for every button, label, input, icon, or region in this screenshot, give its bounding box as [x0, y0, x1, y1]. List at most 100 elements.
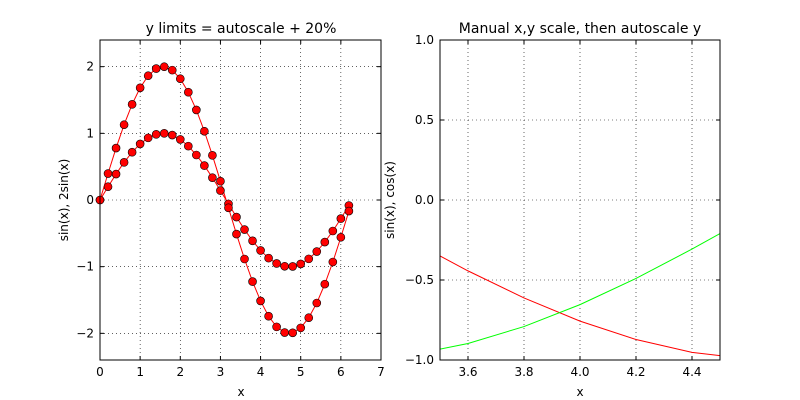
- right-series-1-line: [440, 255, 720, 357]
- left-x-tick-label: 4: [257, 365, 265, 379]
- left-series-2-point: [200, 126, 209, 136]
- left-x-tick-label: 5: [297, 365, 305, 379]
- right-chart-title: Manual x,y scale, then autoscale y: [459, 21, 701, 37]
- left-y-tick-label: −1: [76, 260, 94, 274]
- right-chart-series: [440, 232, 720, 357]
- left-series-1-point: [200, 161, 209, 170]
- left-series-1-point: [328, 226, 338, 236]
- left-chart-series: [95, 62, 354, 338]
- left-chart-ticks: 0 1 2 3 4 5 6 7 −2 −1 0 1 2: [76, 40, 385, 379]
- left-series-1-point: [248, 236, 257, 246]
- left-series-2-point: [304, 313, 314, 323]
- left-series-2-point: [320, 279, 330, 289]
- left-series-2-point: [208, 151, 217, 160]
- left-series-2-point: [159, 62, 169, 72]
- left-x-tick-label: 1: [136, 365, 144, 379]
- left-series-2-point: [296, 323, 306, 333]
- left-series-1-point: [167, 130, 177, 140]
- left-series-2-point: [175, 74, 185, 84]
- left-series-2-point: [328, 257, 338, 267]
- left-series-2-point: [143, 71, 153, 81]
- right-chart-frame: [439, 39, 721, 361]
- right-x-tick-label: 4.0: [570, 365, 589, 379]
- right-y-tick-label: 0.5: [415, 113, 434, 127]
- left-x-tick-label: 6: [337, 365, 345, 379]
- left-series-1-point: [264, 253, 273, 263]
- right-chart: Manual x,y scale, then autoscale y 3.6 3.…: [383, 21, 721, 399]
- left-chart-frame: [99, 39, 382, 361]
- left-series-1-point: [288, 262, 297, 271]
- right-y-tick-label: 1.0: [415, 33, 434, 47]
- left-series-1-point: [143, 133, 153, 143]
- left-series-1-point: [127, 147, 137, 157]
- left-chart-title: y limits = autoscale + 20%: [146, 21, 337, 37]
- left-x-tick-label: 3: [217, 365, 225, 379]
- right-y-tick-label: −1.0: [405, 353, 434, 367]
- right-series-2-line: [440, 232, 720, 350]
- left-series-2-point: [127, 100, 137, 109]
- left-series-2-point: [103, 169, 113, 178]
- left-series-2-point: [184, 87, 193, 97]
- left-series-2-point: [240, 254, 249, 264]
- left-series-2-point: [135, 83, 145, 93]
- left-series-1-point: [232, 212, 241, 222]
- left-series-1-point: [184, 141, 193, 151]
- left-series-1-point: [103, 182, 113, 192]
- left-series-2-point: [336, 232, 346, 242]
- left-series-2-point: [288, 328, 297, 338]
- left-series-1-point: [312, 247, 322, 256]
- left-series-1-point: [208, 173, 217, 182]
- left-series-2-point: [167, 65, 177, 75]
- left-series-2-point: [119, 120, 129, 130]
- left-y-tick-label: 1: [86, 126, 94, 140]
- left-series-2-point: [111, 143, 121, 153]
- right-y-tick-label: 0.0: [415, 193, 434, 207]
- right-x-tick-label: 4.2: [626, 365, 645, 379]
- right-x-tick-label: 3.8: [514, 365, 533, 379]
- left-series-1-point: [151, 130, 161, 139]
- left-series-1-point: [119, 158, 129, 167]
- right-series-clip-group: [440, 232, 720, 357]
- left-series-2-point: [248, 277, 257, 286]
- left-series-2-point: [280, 328, 289, 337]
- right-x-tick-label: 3.6: [458, 365, 477, 379]
- right-chart-xlabel: x: [576, 385, 583, 399]
- left-series-1-point: [296, 259, 306, 269]
- left-series-2-point: [232, 229, 241, 239]
- left-series-2-point: [344, 206, 354, 216]
- left-chart: y limits = autoscale + 20% 0 1 2 3 4 5 6 7−2−10…: [57, 21, 385, 399]
- left-series-1-point: [175, 135, 185, 144]
- left-y-tick-label: −2: [76, 326, 94, 340]
- left-series-1-point: [336, 214, 346, 223]
- left-x-tick-label: 0: [96, 365, 104, 379]
- left-series-1-point: [216, 186, 225, 195]
- left-chart-xlabel: x: [237, 385, 244, 399]
- left-series-1-point: [256, 246, 265, 255]
- right-chart-ylabel: sin(x), cos(x): [383, 161, 397, 239]
- left-series-2-point: [256, 296, 265, 306]
- left-x-tick-label: 7: [377, 365, 385, 379]
- left-series-1-point: [304, 254, 314, 264]
- left-series-2-point: [224, 203, 233, 213]
- left-series-2-point: [312, 298, 322, 308]
- left-series-1-point: [111, 169, 121, 179]
- left-series-1-point: [192, 150, 201, 160]
- left-series-1-point: [240, 225, 249, 234]
- right-x-tick-label: 4.4: [682, 365, 701, 379]
- right-y-tick-label: −0.5: [405, 273, 434, 287]
- left-series-1-point: [159, 129, 169, 138]
- left-x-tick-label: 2: [176, 365, 184, 379]
- left-series-1-point: [272, 259, 281, 268]
- left-series-2-point: [216, 176, 225, 186]
- left-series-1-point: [135, 139, 145, 149]
- left-series-1-point: [320, 237, 330, 247]
- left-series-1-point: [280, 261, 289, 271]
- left-series-2-point: [272, 322, 281, 332]
- left-y-tick-label: 0: [86, 193, 94, 207]
- left-y-tick-label: 2: [86, 60, 94, 74]
- left-series-2-point: [264, 311, 273, 321]
- left-series-2-point: [192, 105, 201, 115]
- left-series-2-point: [151, 64, 161, 73]
- left-chart-ylabel: sin(x), 2sin(x): [57, 159, 71, 242]
